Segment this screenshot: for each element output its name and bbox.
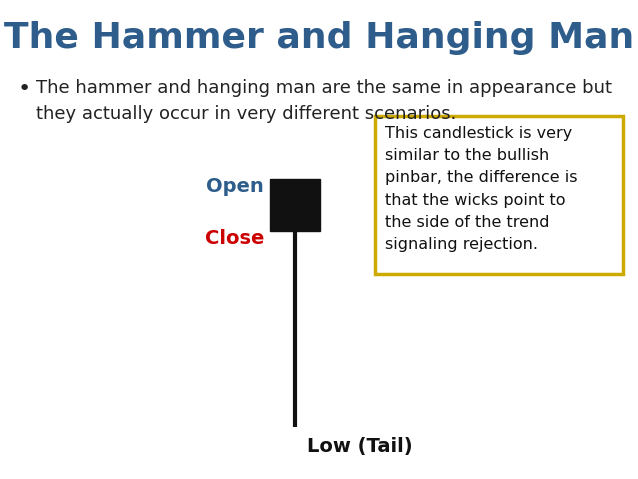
Text: Open: Open xyxy=(206,177,264,196)
Text: Close: Close xyxy=(205,229,264,248)
Text: Low (Tail): Low (Tail) xyxy=(307,437,413,456)
Bar xyxy=(375,116,623,274)
Text: The hammer and hanging man are the same in appearance but
they actually occur in: The hammer and hanging man are the same … xyxy=(36,79,612,124)
Bar xyxy=(270,179,320,231)
Text: The Hammer and Hanging Man: The Hammer and Hanging Man xyxy=(4,21,634,55)
Text: •: • xyxy=(18,79,31,99)
Text: This candlestick is very
similar to the bullish
pinbar, the difference is
that t: This candlestick is very similar to the … xyxy=(385,126,577,252)
